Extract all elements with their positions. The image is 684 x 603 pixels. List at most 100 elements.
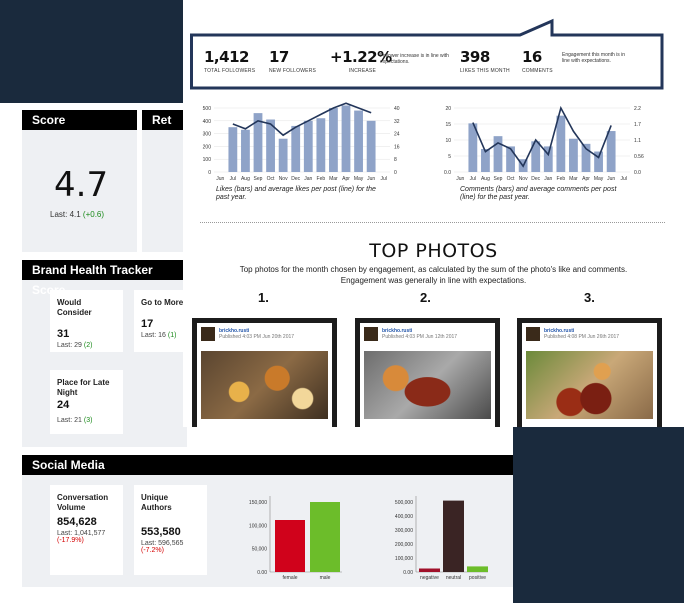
card-label: Conversation Volume [57, 493, 109, 512]
y-left-tick-label: 100 [203, 157, 212, 163]
food-photo-1[interactable] [201, 351, 328, 419]
stat-value: 16 [522, 48, 542, 66]
bar [481, 148, 490, 172]
likes-chart-caption: Likes (bars) and average likes per post … [216, 186, 376, 201]
bar [278, 138, 288, 172]
score-last: Last: 4.1 (+0.6) [50, 210, 104, 219]
card-last: Last: 21 (3) [57, 417, 116, 424]
y-tick-label: 400,000 [395, 514, 413, 520]
stats-right-note: Engagement this month is in line with ex… [562, 52, 626, 64]
x-tick-label: Apr [582, 176, 590, 182]
avatar [526, 327, 540, 341]
card-value: 553,580 [141, 526, 181, 538]
top-photos-title: TOP PHOTOS [369, 240, 498, 262]
photo-card-2[interactable]: brickho.rusti Published 4:03 PM Jun 12th… [355, 318, 500, 427]
x-tick-label: Jun [216, 176, 224, 182]
bar [310, 502, 340, 572]
stat-label: TOTAL FOLLOWERS [204, 68, 256, 74]
bar [366, 120, 376, 172]
stat-value: 17 [269, 48, 289, 66]
card-last: Last: 29 (2) [57, 342, 116, 349]
y-left-tick-label: 300 [203, 132, 212, 138]
x-tick-label: Aug [481, 176, 490, 182]
card-label: Unique Authors [141, 493, 172, 512]
photo-card-3[interactable]: brickho.rusti Published 4:08 PM Jun 26th… [517, 318, 662, 427]
photo-account-name[interactable]: brickho.rusti [544, 328, 575, 334]
stats-left-note: Follower increase is in line with expect… [380, 53, 449, 65]
y-left-tick-label: 15 [445, 122, 451, 128]
y-right-tick-label: 32 [394, 119, 400, 125]
card-last-label: Last: 596,565 [141, 540, 184, 547]
stat-label: NEW FOLLOWERS [269, 68, 317, 74]
x-tick-label: neutral [446, 575, 461, 581]
average-line [232, 102, 372, 137]
y-tick-label: 200,000 [395, 542, 413, 548]
score-last-label: Last: 4.1 [50, 210, 81, 219]
social-card-conversation-volume: Conversation Volume 854,628 Last: 1,041,… [50, 485, 123, 575]
bar [493, 136, 503, 172]
y-tick-label: 0.00 [403, 570, 413, 576]
y-left-tick-label: 0.0 [444, 170, 451, 176]
score-header: Score [22, 110, 137, 130]
x-tick-label: male [320, 575, 331, 581]
ret-panel: Ret [142, 110, 187, 252]
navy-block-bottom-right-overlay [513, 427, 684, 603]
avatar [201, 327, 215, 341]
y-left-tick-label: 5 [448, 154, 451, 160]
photo-account-name[interactable]: brickho.rusti [382, 328, 413, 334]
y-right-tick-label: 8 [394, 157, 397, 163]
x-tick-label: Feb [557, 176, 566, 182]
average-line [472, 105, 612, 168]
food-photo-3[interactable] [526, 351, 653, 419]
card-last-label: Last: 16 [141, 332, 166, 339]
card-value: 31 [57, 328, 70, 340]
card-value: 17 [141, 318, 154, 330]
card-last-label: Last: 1,041,577 [57, 530, 106, 537]
card-last-delta: (1) [167, 332, 177, 339]
bar [606, 131, 616, 172]
x-tick-label: Nov [519, 176, 528, 182]
stat-value: +1.22% [330, 48, 392, 66]
y-tick-label: 100,000 [249, 523, 267, 529]
stat-total-followers: 1,412 TOTAL FOLLOWERS [204, 48, 255, 74]
y-left-tick-label: 0 [208, 170, 211, 176]
x-tick-label: Sep [494, 176, 503, 182]
brand-card-would-consider: Would Consider 31 Last: 29 (2) [50, 290, 123, 352]
brand-card-go-to-more: Go to More O 17 Last: 16 (1) [134, 290, 187, 352]
x-tick-label: Apr [342, 176, 350, 182]
x-tick-label: Jan [304, 176, 312, 182]
stats-box-outline [190, 18, 664, 90]
photo-account-name[interactable]: brickho.rusti [219, 328, 250, 334]
stat-likes-this-month: 398 LIKES THIS MONTH [460, 48, 510, 74]
bar [341, 105, 351, 172]
card-last: Last: 16 (1) [141, 332, 180, 339]
card-label: Place for Late Night [57, 378, 110, 397]
bar [569, 138, 578, 172]
bar [253, 113, 263, 172]
y-tick-label: 500,000 [395, 500, 413, 506]
score-value: 4.7 [54, 165, 109, 205]
bar [468, 123, 478, 172]
x-tick-label: Jul [381, 176, 387, 182]
stat-increase: +1.22% INCREASE [330, 48, 392, 74]
stat-label: LIKES THIS MONTH [460, 68, 510, 74]
sentiment-chart: 500,000 400,000 300,000 200,000 100,000 0.00 n… [395, 496, 488, 581]
stat-value: 1,412 [204, 48, 249, 66]
y-right-tick-label: 0 [394, 170, 397, 176]
photo-timestamp: Published 4:08 PM Jun 26th 2017 [544, 334, 620, 340]
photo-card-1[interactable]: brickho.rusti Published 4:03 PM Jun 20th… [192, 318, 337, 427]
bar [266, 119, 275, 172]
photo-rank-2: 2. [420, 290, 431, 305]
top-photos-subtitle: Top photos for the month chosen by engag… [183, 264, 684, 286]
comments-chart: 20 15 10 5 0.0 2.2 1.7 1.1 0.56 0.0 Jun Jul Aug Sep Oc… [444, 105, 644, 182]
photo-timestamp: Published 4:03 PM Jun 12th 2017 [382, 334, 458, 340]
food-photo-2[interactable] [364, 351, 491, 419]
subtitle-line-1: Top photos for the month chosen by engag… [239, 265, 628, 274]
bar [467, 566, 488, 572]
x-tick-label: Mar [329, 176, 338, 182]
y-tick-label: 50,000 [252, 547, 268, 553]
x-tick-label: May [354, 176, 364, 182]
bar [443, 500, 464, 572]
stat-comments: 16 COMMENTS [522, 48, 553, 74]
brand-header: Brand Health Tracker Score [22, 260, 187, 297]
